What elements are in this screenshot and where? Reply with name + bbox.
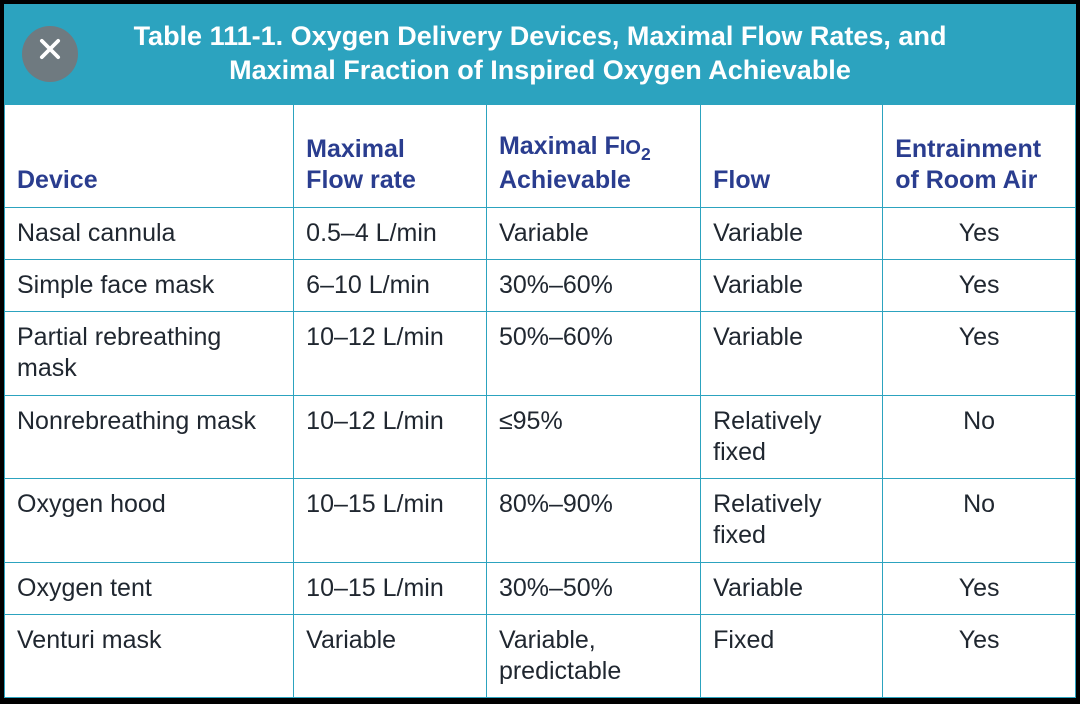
col-header-entrainment: Entrainment of Room Air: [883, 104, 1076, 207]
col-header-fio2-sub: 2: [641, 144, 651, 164]
table-cell: 10–15 L/min: [294, 562, 487, 614]
table-cell: Yes: [883, 312, 1076, 396]
table-row: Oxygen tent10–15 L/min30%–50%VariableYes: [5, 562, 1076, 614]
table-cell: Simple face mask: [5, 259, 294, 311]
table-cell: Relatively fixed: [701, 395, 883, 479]
col-header-entrain-l2: of Room Air: [895, 166, 1037, 194]
table-header-row: Device Maximal Flow rate Maximal FIO2 Ac…: [5, 104, 1076, 207]
table-cell: 0.5–4 L/min: [294, 207, 487, 259]
table-cell: Venturi mask: [5, 614, 294, 698]
col-header-fio2-small: IO: [620, 137, 641, 159]
col-header-fio2-l2: Achievable: [499, 166, 631, 194]
table-cell: Nasal cannula: [5, 207, 294, 259]
table-cell: 6–10 L/min: [294, 259, 487, 311]
table-title-line1: Table 111-1. Oxygen Delivery Devices, Ma…: [134, 21, 947, 51]
table-cell: Variable, predictable: [486, 614, 700, 698]
table-cell: Variable: [294, 614, 487, 698]
table-cell: ≤95%: [486, 395, 700, 479]
table-cell: No: [883, 395, 1076, 479]
table-cell: 10–12 L/min: [294, 395, 487, 479]
table-row: Oxygen hood10–15 L/min80%–90%Relatively …: [5, 479, 1076, 563]
table-title-bar: Table 111-1. Oxygen Delivery Devices, Ma…: [4, 4, 1076, 104]
oxygen-delivery-table: Device Maximal Flow rate Maximal FIO2 Ac…: [4, 104, 1076, 699]
table-cell: 30%–60%: [486, 259, 700, 311]
table-cell: Fixed: [701, 614, 883, 698]
table-cell: Variable: [701, 259, 883, 311]
col-header-flow-rate-l2: Flow rate: [306, 166, 416, 194]
table-cell: 10–12 L/min: [294, 312, 487, 396]
table-cell: Variable: [486, 207, 700, 259]
table-cell: 50%–60%: [486, 312, 700, 396]
table-cell: Variable: [701, 207, 883, 259]
table-body: Nasal cannula0.5–4 L/minVariableVariable…: [5, 207, 1076, 698]
table-row: Partial rebreathing mask10–12 L/min50%–6…: [5, 312, 1076, 396]
col-header-device: Device: [5, 104, 294, 207]
col-header-flow-rate: Maximal Flow rate: [294, 104, 487, 207]
col-header-flow: Flow: [701, 104, 883, 207]
table-cell: Nonrebreathing mask: [5, 395, 294, 479]
table-cell: 30%–50%: [486, 562, 700, 614]
table-cell: Oxygen hood: [5, 479, 294, 563]
table-cell: No: [883, 479, 1076, 563]
table-cell: Yes: [883, 207, 1076, 259]
table-row: Nasal cannula0.5–4 L/minVariableVariable…: [5, 207, 1076, 259]
table-frame: Table 111-1. Oxygen Delivery Devices, Ma…: [4, 4, 1076, 698]
table-row: Simple face mask6–10 L/min30%–60%Variabl…: [5, 259, 1076, 311]
col-header-fio2: Maximal FIO2 Achievable: [486, 104, 700, 207]
col-header-fio2-pre: Maximal F: [499, 132, 620, 160]
table-cell: Relatively fixed: [701, 479, 883, 563]
col-header-flow-rate-l1: Maximal: [306, 135, 405, 163]
col-header-device-text: Device: [17, 166, 98, 194]
table-row: Nonrebreathing mask10–12 L/min≤95%Relati…: [5, 395, 1076, 479]
table-title-line2: Maximal Fraction of Inspired Oxygen Achi…: [229, 55, 851, 85]
table-cell: Yes: [883, 614, 1076, 698]
table-cell: 80%–90%: [486, 479, 700, 563]
close-icon: [36, 35, 64, 72]
col-header-flow-text: Flow: [713, 166, 770, 194]
table-cell: 10–15 L/min: [294, 479, 487, 563]
table-cell: Partial rebreathing mask: [5, 312, 294, 396]
table-row: Venturi maskVariableVariable, predictabl…: [5, 614, 1076, 698]
table-cell: Oxygen tent: [5, 562, 294, 614]
col-header-entrain-l1: Entrainment: [895, 135, 1041, 163]
table-cell: Yes: [883, 562, 1076, 614]
table-cell: Variable: [701, 562, 883, 614]
close-button[interactable]: [22, 26, 78, 82]
table-cell: Variable: [701, 312, 883, 396]
table-cell: Yes: [883, 259, 1076, 311]
